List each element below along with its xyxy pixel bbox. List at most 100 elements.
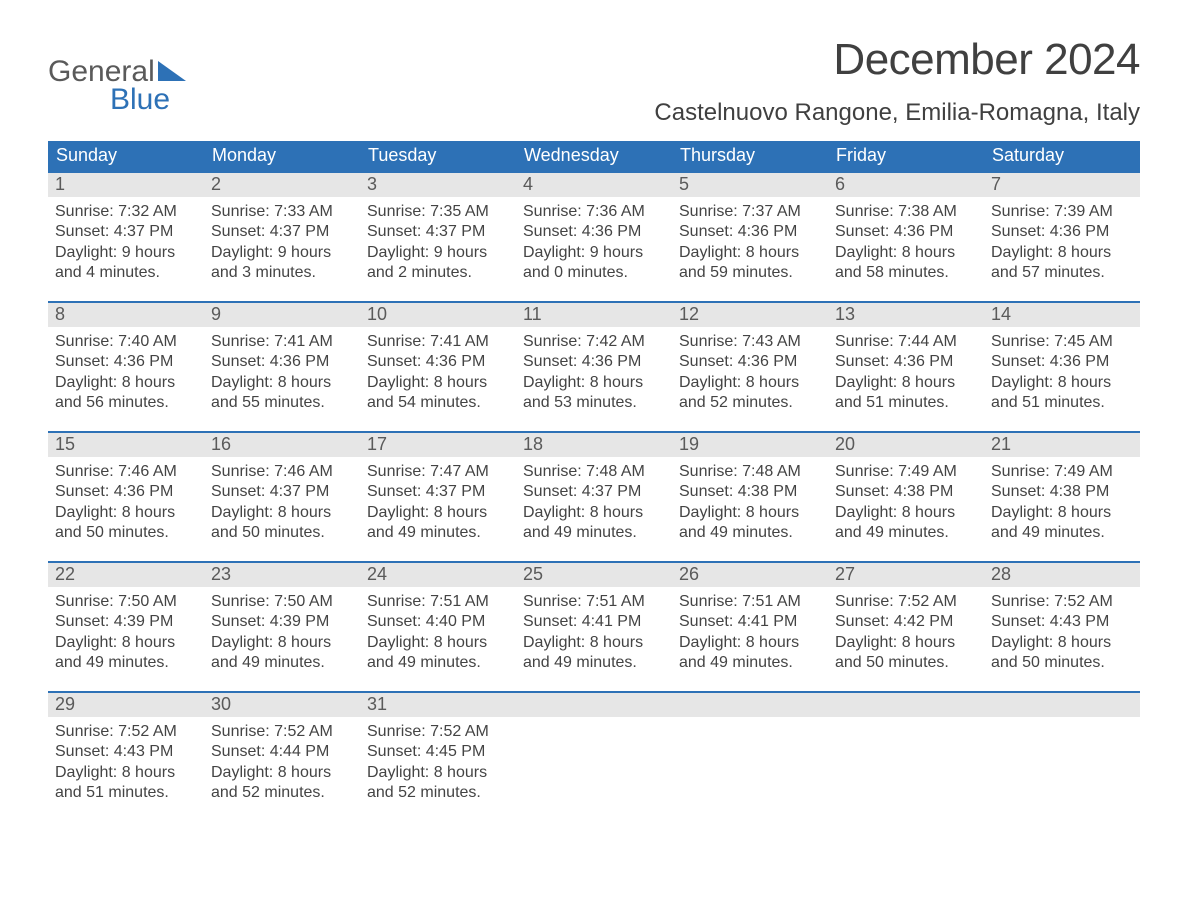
day-number: 31: [360, 693, 516, 717]
logo-word2: Blue: [110, 83, 170, 117]
day-sunset: Sunset: 4:36 PM: [523, 352, 665, 372]
day-content: Sunrise: 7:44 AMSunset: 4:36 PMDaylight:…: [828, 327, 984, 421]
day-number: 19: [672, 433, 828, 457]
calendar-day: 4Sunrise: 7:36 AMSunset: 4:36 PMDaylight…: [516, 173, 672, 301]
day-sunrise: Sunrise: 7:49 AM: [835, 462, 977, 482]
day-content: Sunrise: 7:43 AMSunset: 4:36 PMDaylight:…: [672, 327, 828, 421]
day-content: Sunrise: 7:49 AMSunset: 4:38 PMDaylight:…: [828, 457, 984, 551]
day-day2: and 58 minutes.: [835, 263, 977, 283]
day-day2: and 50 minutes.: [991, 653, 1133, 673]
day-content: Sunrise: 7:33 AMSunset: 4:37 PMDaylight:…: [204, 197, 360, 291]
day-day2: and 49 minutes.: [523, 523, 665, 543]
day-sunrise: Sunrise: 7:40 AM: [55, 332, 197, 352]
calendar-day: 29Sunrise: 7:52 AMSunset: 4:43 PMDayligh…: [48, 693, 204, 821]
day-day1: Daylight: 8 hours: [55, 503, 197, 523]
day-day1: Daylight: 8 hours: [835, 373, 977, 393]
calendar-day: 27Sunrise: 7:52 AMSunset: 4:42 PMDayligh…: [828, 563, 984, 691]
day-sunset: Sunset: 4:36 PM: [367, 352, 509, 372]
page-subtitle: Castelnuovo Rangone, Emilia-Romagna, Ita…: [654, 99, 1140, 127]
day-sunrise: Sunrise: 7:50 AM: [55, 592, 197, 612]
day-day2: and 0 minutes.: [523, 263, 665, 283]
calendar-day: 14Sunrise: 7:45 AMSunset: 4:36 PMDayligh…: [984, 303, 1140, 431]
day-day2: and 3 minutes.: [211, 263, 353, 283]
day-content: Sunrise: 7:38 AMSunset: 4:36 PMDaylight:…: [828, 197, 984, 291]
day-number: 6: [828, 173, 984, 197]
day-sunrise: Sunrise: 7:48 AM: [523, 462, 665, 482]
day-content: Sunrise: 7:52 AMSunset: 4:42 PMDaylight:…: [828, 587, 984, 681]
day-sunrise: Sunrise: 7:52 AM: [367, 722, 509, 742]
weekday-header: Friday: [828, 141, 984, 171]
day-day2: and 52 minutes.: [367, 783, 509, 803]
calendar-day: 3Sunrise: 7:35 AMSunset: 4:37 PMDaylight…: [360, 173, 516, 301]
calendar-day: 5Sunrise: 7:37 AMSunset: 4:36 PMDaylight…: [672, 173, 828, 301]
day-day1: Daylight: 8 hours: [523, 373, 665, 393]
day-content: Sunrise: 7:39 AMSunset: 4:36 PMDaylight:…: [984, 197, 1140, 291]
day-day2: and 52 minutes.: [211, 783, 353, 803]
day-day2: and 49 minutes.: [523, 653, 665, 673]
day-sunrise: Sunrise: 7:52 AM: [991, 592, 1133, 612]
calendar-day: 8Sunrise: 7:40 AMSunset: 4:36 PMDaylight…: [48, 303, 204, 431]
calendar-day: 17Sunrise: 7:47 AMSunset: 4:37 PMDayligh…: [360, 433, 516, 561]
day-number: 13: [828, 303, 984, 327]
day-day2: and 2 minutes.: [367, 263, 509, 283]
day-number: 1: [48, 173, 204, 197]
day-number: 11: [516, 303, 672, 327]
calendar-day: .: [672, 693, 828, 821]
day-day1: Daylight: 8 hours: [679, 633, 821, 653]
day-sunset: Sunset: 4:41 PM: [523, 612, 665, 632]
day-sunset: Sunset: 4:42 PM: [835, 612, 977, 632]
day-number: 15: [48, 433, 204, 457]
day-number: .: [672, 693, 828, 717]
day-sunset: Sunset: 4:36 PM: [211, 352, 353, 372]
day-content: Sunrise: 7:41 AMSunset: 4:36 PMDaylight:…: [204, 327, 360, 421]
day-content: Sunrise: 7:51 AMSunset: 4:40 PMDaylight:…: [360, 587, 516, 681]
day-number: 22: [48, 563, 204, 587]
day-day1: Daylight: 9 hours: [367, 243, 509, 263]
calendar-day: 25Sunrise: 7:51 AMSunset: 4:41 PMDayligh…: [516, 563, 672, 691]
day-content: Sunrise: 7:51 AMSunset: 4:41 PMDaylight:…: [672, 587, 828, 681]
day-day1: Daylight: 9 hours: [211, 243, 353, 263]
day-day2: and 49 minutes.: [367, 523, 509, 543]
day-number: 9: [204, 303, 360, 327]
calendar-day: 13Sunrise: 7:44 AMSunset: 4:36 PMDayligh…: [828, 303, 984, 431]
day-number: 4: [516, 173, 672, 197]
day-number: 20: [828, 433, 984, 457]
day-content: Sunrise: 7:51 AMSunset: 4:41 PMDaylight:…: [516, 587, 672, 681]
calendar-day: 20Sunrise: 7:49 AMSunset: 4:38 PMDayligh…: [828, 433, 984, 561]
logo: General Blue: [48, 55, 186, 117]
day-sunset: Sunset: 4:36 PM: [679, 222, 821, 242]
calendar-week: 22Sunrise: 7:50 AMSunset: 4:39 PMDayligh…: [48, 561, 1140, 691]
calendar-week: 15Sunrise: 7:46 AMSunset: 4:36 PMDayligh…: [48, 431, 1140, 561]
day-content: Sunrise: 7:40 AMSunset: 4:36 PMDaylight:…: [48, 327, 204, 421]
day-sunrise: Sunrise: 7:47 AM: [367, 462, 509, 482]
day-number: 26: [672, 563, 828, 587]
weekday-header: Sunday: [48, 141, 204, 171]
calendar-day: 18Sunrise: 7:48 AMSunset: 4:37 PMDayligh…: [516, 433, 672, 561]
day-day1: Daylight: 8 hours: [55, 373, 197, 393]
calendar-day: 1Sunrise: 7:32 AMSunset: 4:37 PMDaylight…: [48, 173, 204, 301]
day-day1: Daylight: 8 hours: [991, 243, 1133, 263]
day-day2: and 49 minutes.: [211, 653, 353, 673]
day-content: Sunrise: 7:52 AMSunset: 4:43 PMDaylight:…: [984, 587, 1140, 681]
day-sunrise: Sunrise: 7:35 AM: [367, 202, 509, 222]
day-sunset: Sunset: 4:36 PM: [679, 352, 821, 372]
calendar-day: 15Sunrise: 7:46 AMSunset: 4:36 PMDayligh…: [48, 433, 204, 561]
day-sunrise: Sunrise: 7:41 AM: [367, 332, 509, 352]
day-day1: Daylight: 8 hours: [835, 243, 977, 263]
day-content: Sunrise: 7:46 AMSunset: 4:36 PMDaylight:…: [48, 457, 204, 551]
calendar-day: 7Sunrise: 7:39 AMSunset: 4:36 PMDaylight…: [984, 173, 1140, 301]
day-content: Sunrise: 7:48 AMSunset: 4:37 PMDaylight:…: [516, 457, 672, 551]
calendar-day: 23Sunrise: 7:50 AMSunset: 4:39 PMDayligh…: [204, 563, 360, 691]
day-day2: and 51 minutes.: [835, 393, 977, 413]
day-content: Sunrise: 7:52 AMSunset: 4:43 PMDaylight:…: [48, 717, 204, 811]
day-number: 10: [360, 303, 516, 327]
calendar-day: 21Sunrise: 7:49 AMSunset: 4:38 PMDayligh…: [984, 433, 1140, 561]
weekday-header-row: SundayMondayTuesdayWednesdayThursdayFrid…: [48, 141, 1140, 171]
day-sunrise: Sunrise: 7:38 AM: [835, 202, 977, 222]
day-sunset: Sunset: 4:38 PM: [991, 482, 1133, 502]
calendar-day: 31Sunrise: 7:52 AMSunset: 4:45 PMDayligh…: [360, 693, 516, 821]
day-sunset: Sunset: 4:37 PM: [523, 482, 665, 502]
day-sunset: Sunset: 4:38 PM: [679, 482, 821, 502]
day-day2: and 52 minutes.: [679, 393, 821, 413]
calendar-day: 22Sunrise: 7:50 AMSunset: 4:39 PMDayligh…: [48, 563, 204, 691]
